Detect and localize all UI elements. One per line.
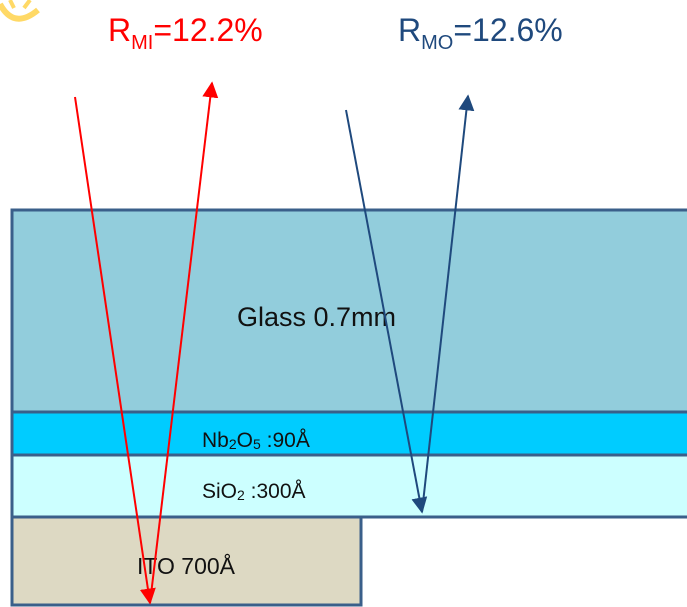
r-mo-label: RMO=12.6% — [398, 12, 563, 54]
glass-label: Glass 0.7mm — [237, 302, 396, 332]
nb2o5-layer — [10, 410, 687, 457]
ito-label: ITO 700Å — [137, 552, 236, 579]
nb2o5-label: Nb2O5 :90Å — [202, 429, 310, 452]
ray-mi-reflected — [149, 81, 219, 604]
sun-icon — [0, 0, 40, 22]
sio2-layer — [10, 453, 687, 519]
ray-mi-incident — [74, 96, 156, 605]
ray-mo-reflected — [421, 94, 475, 513]
ray-mo-incident — [345, 109, 428, 514]
r-mi-label: RMI=12.2% — [108, 12, 263, 54]
sio2-label: SiO2 :300Å — [202, 480, 306, 503]
glass-layer — [10, 208, 687, 414]
ito-layer — [10, 515, 363, 607]
